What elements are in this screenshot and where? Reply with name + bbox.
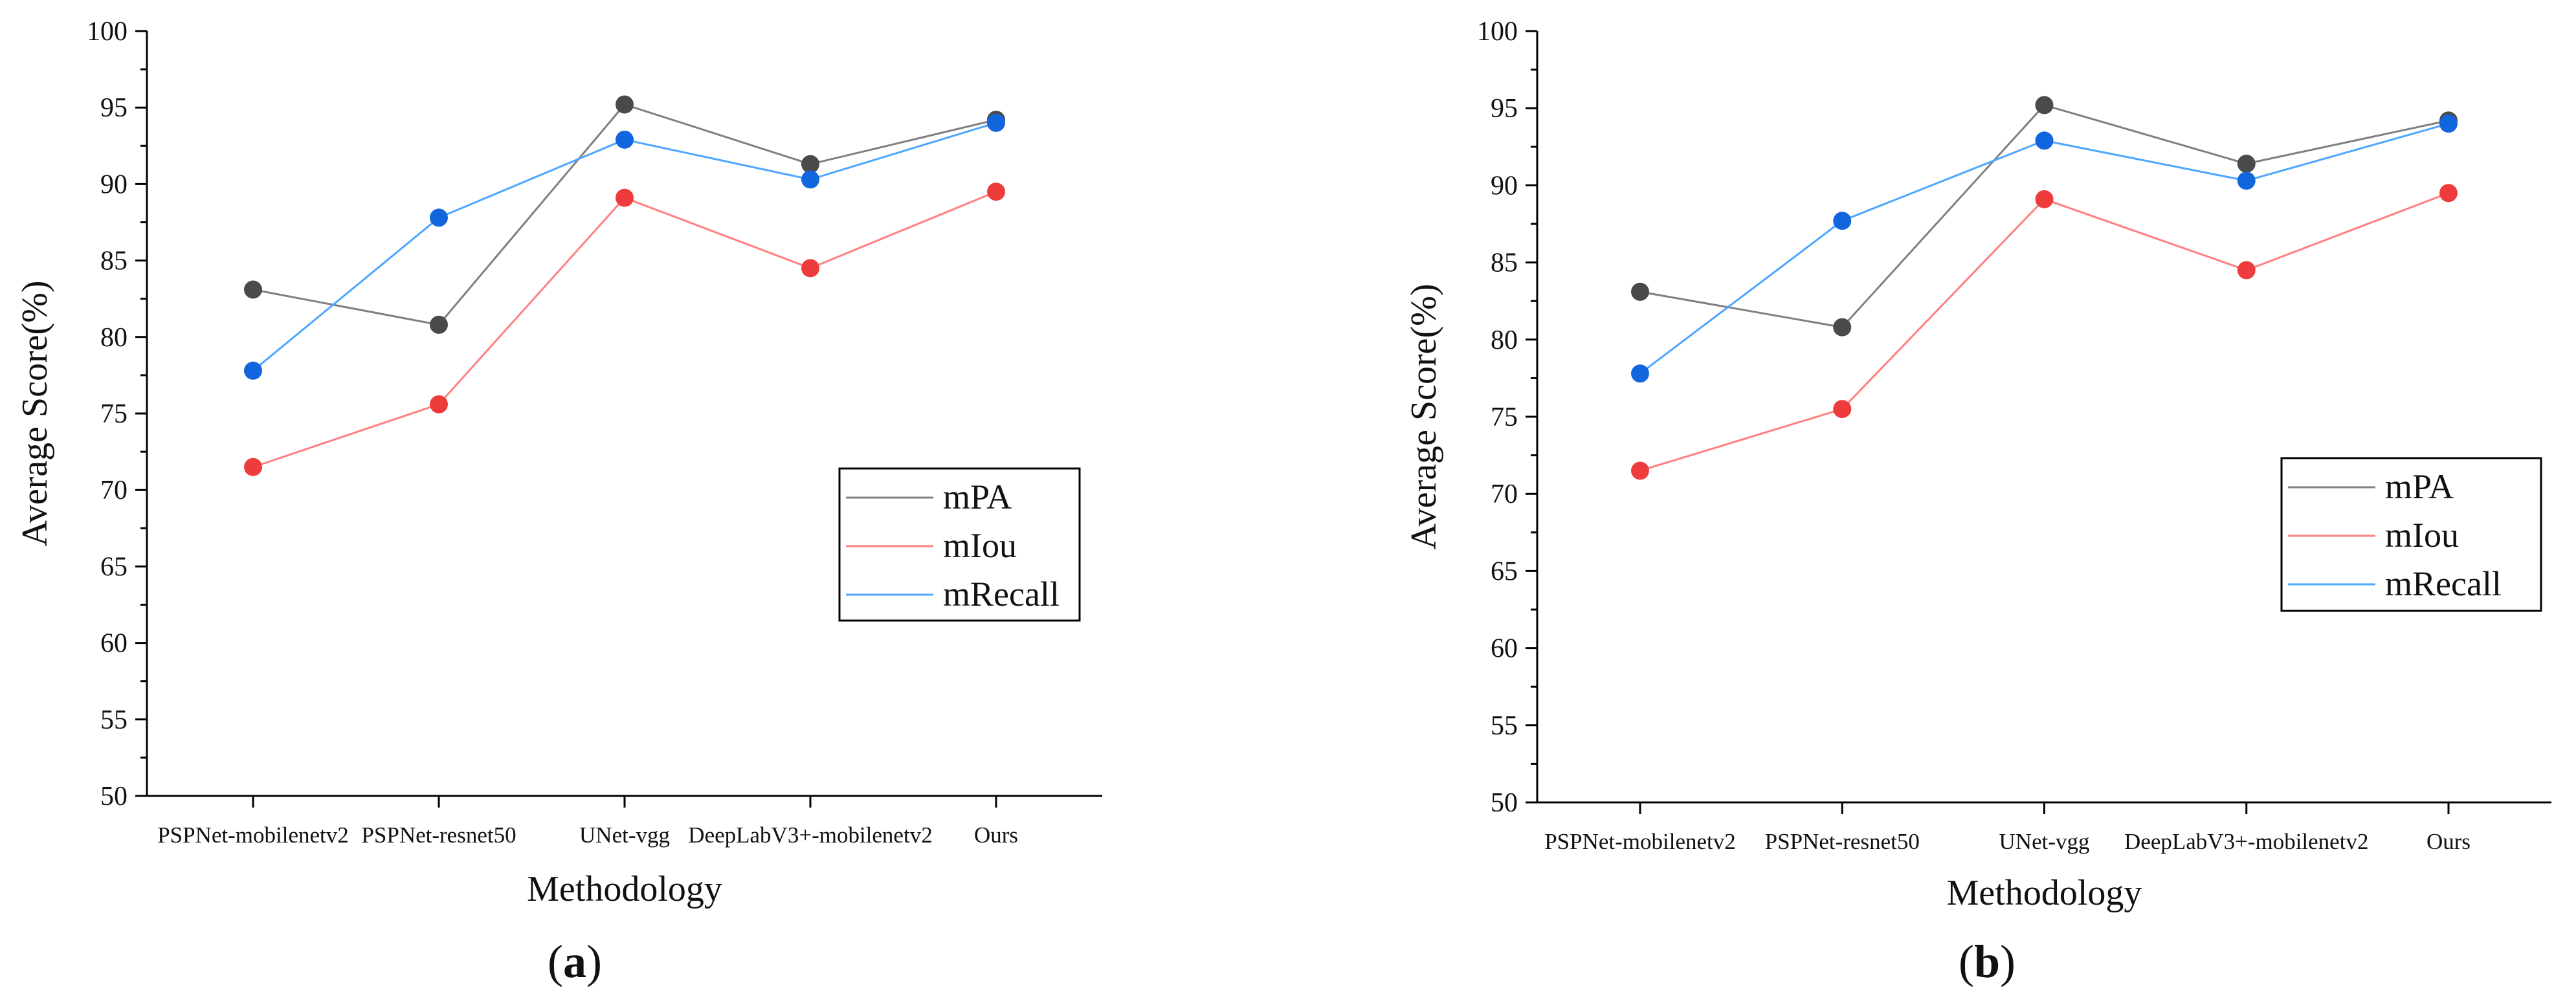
series-line-miou [252,190,997,468]
panel-label: (a) [548,936,602,987]
panel-label-open: ( [548,936,563,987]
legend-label-mrecall: mRecall [943,575,1060,613]
y-tick-label: 65 [1491,557,1518,586]
x-tick-label: PSPNet-mobilenetv2 [1544,829,1736,854]
legend-box [2280,457,2542,612]
y-tick-label: 55 [100,705,128,735]
point-miou [2035,190,2054,208]
y-tick-label: 70 [100,476,128,505]
y-tick-label: 55 [1491,711,1518,741]
x-tick-label: DeepLabV3+-mobilenetv2 [2124,829,2368,854]
point-mrecall [1833,212,1852,230]
series-line-mrecall [1639,122,2449,375]
point-mpa [244,280,262,299]
point-mpa [1833,318,1852,336]
panel-label-letter: a [563,936,586,987]
x-tick-label: DeepLabV3+-mobilenetv2 [688,822,932,848]
legend-label-miou: mIou [943,526,1017,565]
panel-label-close: ) [586,936,602,987]
y-tick-label: 100 [1477,17,1518,47]
y-tick-label: 85 [1491,248,1518,278]
y-tick-label: 95 [100,93,128,123]
point-mrecall [2237,171,2256,190]
x-tick-label: PSPNet-resnet50 [1765,829,1920,854]
x-tick-label: PSPNet-resnet50 [361,822,516,848]
chart-panel-b: 50 55 60 65 70 75 80 85 90 95 100 PSPNet-mobilenetv… [1404,17,2551,987]
y-tick-label: 90 [100,170,128,199]
point-mrecall [244,361,262,380]
point-mrecall [987,113,1005,132]
x-tick-label: UNet-vgg [1999,829,2090,854]
legend-label-mpa: mPA [943,478,1012,516]
y-tick-label: 50 [1491,788,1518,818]
series-line-miou [1639,192,2449,472]
point-mpa [616,95,634,114]
y-tick-label: 80 [1491,325,1518,355]
legend: mPA mIou mRecall [838,467,1081,622]
point-miou [2439,184,2458,203]
point-miou [1631,461,1649,480]
point-miou [616,188,634,207]
y-tick-label: 75 [1491,402,1518,432]
point-mrecall [2439,115,2458,133]
y-tick-label: 60 [100,629,128,659]
series-line-mrecall [252,122,997,371]
point-mrecall [2035,131,2054,150]
x-axis-title: Methodology [1947,873,2142,913]
x-tick-label: Ours [2426,829,2471,854]
point-mpa [2237,155,2256,173]
y-tick-label: 65 [100,552,128,582]
point-mpa [801,155,819,173]
legend-label-miou: mIou [2385,516,2459,555]
y-tick-label: 80 [100,323,128,353]
point-mpa [430,315,448,334]
chart-panel-a: 50 55 60 65 70 75 80 85 90 95 100 PSPNet-mobilenetv… [15,17,1102,987]
point-miou [430,395,448,413]
point-miou [1833,400,1852,419]
point-mrecall [616,130,634,149]
point-mpa [2035,96,2054,115]
y-tick-label: 95 [1491,94,1518,124]
x-tick-label: UNet-vgg [579,822,670,848]
legend: mPA mIou mRecall [2280,457,2542,612]
point-mrecall [801,170,819,189]
y-axis-title: Average Score(%) [15,281,55,547]
panel-label: (b) [1959,936,2015,987]
x-tick-label: Ours [974,822,1018,848]
point-mrecall [1631,364,1649,383]
point-miou [244,457,262,476]
y-tick-label: 90 [1491,171,1518,201]
point-mrecall [430,208,448,227]
legend-label-mrecall: mRecall [2385,564,2502,603]
panel-label-close: ) [2000,936,2015,987]
x-axis-title: Methodology [527,869,722,909]
y-tick-label: 100 [87,17,128,47]
point-miou [2237,261,2256,280]
point-miou [987,182,1005,201]
y-axis-title: Average Score(%) [1404,284,1444,550]
y-tick-label: 85 [100,247,128,276]
panel-label-open: ( [1959,936,1974,987]
y-tick-label: 70 [1491,479,1518,509]
y-tick-label: 60 [1491,634,1518,664]
x-tick-label: PSPNet-mobilenetv2 [157,822,349,848]
point-miou [801,259,819,278]
point-mpa [1631,282,1649,301]
y-tick-label: 50 [100,782,128,811]
legend-label-mpa: mPA [2385,467,2454,506]
panel-label-letter: b [1974,936,2000,987]
y-tick-label: 75 [100,399,128,429]
